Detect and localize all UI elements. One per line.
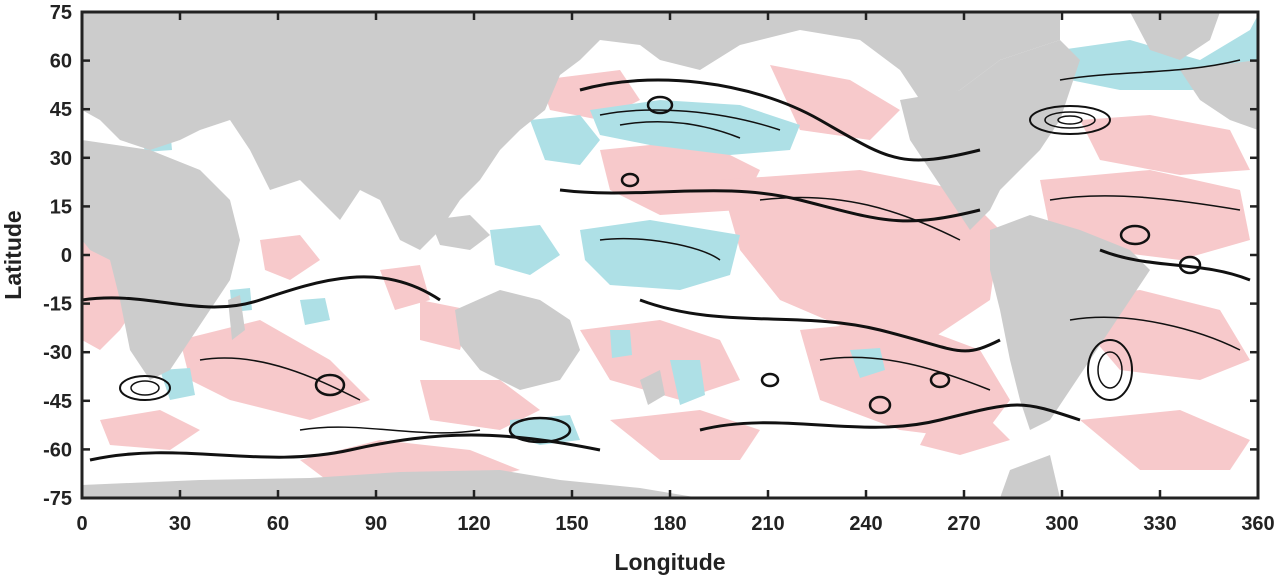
x-tick-label: 210: [751, 513, 784, 535]
greenland-landmass: [1130, 12, 1220, 60]
eurasia-landmass: [82, 12, 1060, 250]
new-zealand-island: [640, 370, 665, 405]
x-tick-label: 120: [457, 513, 490, 535]
x-tick-label: 60: [267, 513, 289, 535]
y-tick-label: -30: [43, 342, 72, 364]
y-tick-label: 15: [50, 196, 72, 218]
australia-landmass: [455, 290, 580, 390]
y-tick-label: -15: [43, 294, 72, 316]
x-tick-label: 270: [947, 513, 980, 535]
x-tick-label: 30: [169, 513, 191, 535]
x-axis-label: Longitude: [614, 549, 725, 575]
x-axis-ticks: 0 30 60 90 120 150 180 210 240 270 300 330 360: [76, 12, 1275, 535]
x-tick-label: 330: [1143, 513, 1176, 535]
antarctica-peninsula: [1000, 455, 1060, 498]
y-tick-label: -45: [43, 391, 72, 413]
y-tick-label: -60: [43, 439, 72, 461]
y-axis-ticks: 75 60 45 30 15 0 -15 -30 -45 -60 -75: [43, 2, 1258, 510]
north-america-landmass: [900, 40, 1080, 230]
land-masses: [82, 12, 1258, 498]
europe-west: [1180, 60, 1258, 130]
antarctica-landmass: [82, 470, 700, 498]
x-tick-label: 0: [76, 513, 87, 535]
y-tick-label: -75: [43, 488, 72, 510]
africa-landmass: [82, 140, 240, 380]
y-tick-label: 30: [50, 148, 72, 170]
positive-anomaly-regions: [82, 65, 1250, 490]
indonesia-islands: [430, 215, 490, 250]
y-tick-label: 45: [50, 99, 72, 121]
y-tick-label: 0: [61, 245, 72, 267]
y-axis-label: Latitude: [0, 210, 26, 299]
x-tick-label: 360: [1241, 513, 1274, 535]
x-tick-label: 150: [555, 513, 588, 535]
x-tick-label: 90: [365, 513, 387, 535]
x-tick-label: 240: [849, 513, 882, 535]
y-tick-label: 75: [50, 2, 72, 24]
south-america-landmass: [990, 215, 1150, 430]
y-tick-label: 60: [50, 51, 72, 73]
x-tick-label: 300: [1045, 513, 1078, 535]
x-tick-label: 180: [653, 513, 686, 535]
contour-lines: [82, 59, 1251, 462]
